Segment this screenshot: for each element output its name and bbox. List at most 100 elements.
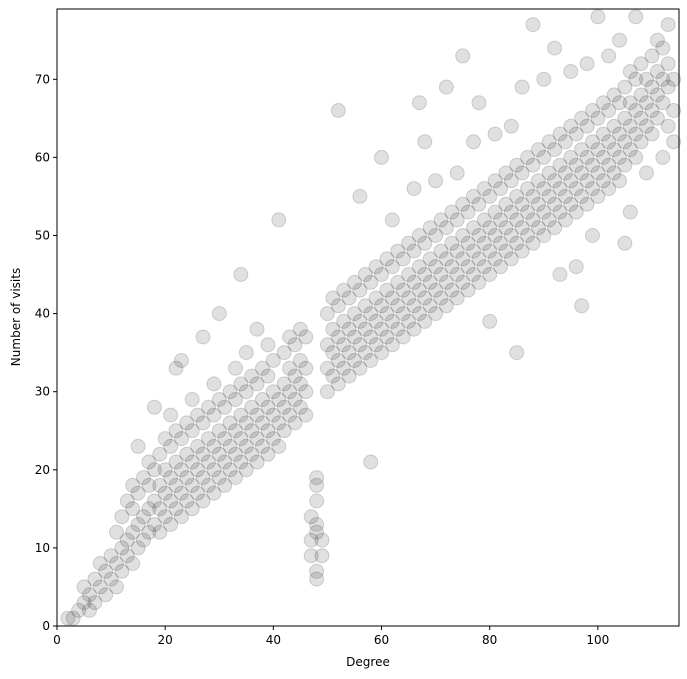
data-point: [379, 282, 395, 298]
data-point: [585, 103, 600, 118]
data-point: [98, 587, 114, 603]
data-point: [574, 188, 590, 204]
data-point: [163, 517, 179, 532]
data-point: [655, 149, 671, 165]
data-point: [276, 399, 292, 415]
data-point: [579, 196, 595, 212]
data-point: [206, 376, 222, 392]
data-point: [438, 79, 454, 95]
data-point: [482, 313, 498, 329]
data-point: [184, 423, 200, 439]
data-point: [433, 212, 449, 228]
data-point: [292, 353, 308, 368]
data-point: [298, 407, 314, 423]
data-point: [660, 118, 676, 134]
data-point: [265, 384, 281, 400]
data-point: [422, 274, 438, 290]
data-point: [612, 149, 627, 165]
data-point: [563, 149, 579, 165]
data-point: [195, 446, 211, 462]
data-point: [228, 360, 243, 376]
data-point: [498, 220, 514, 236]
data-point: [520, 228, 536, 243]
data-point: [460, 282, 476, 298]
data-point: [401, 235, 417, 251]
data-point: [666, 103, 682, 118]
data-point: [509, 235, 525, 251]
data-point: [168, 360, 184, 376]
data-point: [557, 165, 573, 181]
data-point: [228, 392, 243, 407]
data-point: [406, 298, 422, 314]
data-point: [368, 290, 384, 306]
data-point: [125, 477, 141, 493]
data-point: [601, 181, 617, 197]
data-point: [455, 274, 471, 290]
data-point: [309, 571, 325, 587]
data-point: [238, 384, 254, 400]
data-point: [476, 181, 492, 197]
data-point: [330, 353, 346, 368]
data-point: [401, 267, 417, 282]
data-point: [514, 79, 530, 95]
data-point: [244, 423, 260, 439]
data-point: [644, 103, 660, 118]
data-point: [390, 243, 406, 259]
data-point: [649, 87, 665, 103]
data-point: [136, 532, 151, 548]
x-tick-label: 20: [158, 633, 173, 647]
data-point: [541, 212, 557, 228]
data-point: [466, 267, 481, 282]
data-point: [152, 501, 168, 517]
data-point: [471, 196, 487, 212]
data-point: [449, 212, 465, 228]
data-point: [471, 95, 487, 111]
data-point: [76, 595, 92, 611]
data-point: [612, 95, 627, 111]
data-point: [639, 165, 654, 181]
data-point: [417, 134, 433, 150]
data-point: [260, 368, 276, 384]
data-point: [622, 142, 638, 158]
data-point: [287, 392, 303, 407]
data-point: [655, 95, 671, 111]
y-axis-label: Number of visits: [9, 268, 23, 366]
data-point: [536, 228, 552, 243]
data-point: [298, 360, 314, 376]
data-point: [352, 360, 368, 376]
data-point: [384, 290, 400, 306]
data-point: [438, 220, 454, 236]
data-point: [487, 251, 503, 267]
data-point: [401, 290, 417, 306]
data-point: [466, 188, 481, 204]
data-point: [276, 423, 292, 439]
data-point: [574, 165, 590, 181]
data-point: [347, 306, 362, 322]
data-point: [130, 438, 146, 454]
data-point: [417, 290, 433, 306]
data-point: [119, 548, 135, 564]
data-point: [595, 126, 611, 142]
data-point: [493, 181, 508, 197]
data-point: [487, 173, 503, 189]
data-point: [422, 251, 438, 267]
data-point: [314, 548, 330, 564]
data-point: [244, 446, 260, 462]
data-point: [173, 509, 189, 525]
data-point: [433, 290, 449, 306]
data-point: [357, 267, 373, 282]
data-point: [428, 228, 444, 243]
data-point: [406, 321, 422, 337]
data-point: [233, 454, 249, 470]
data-point: [206, 485, 222, 501]
data-point: [287, 368, 303, 384]
data-point: [622, 118, 638, 134]
data-point: [363, 329, 379, 345]
data-point: [644, 48, 660, 64]
data-point: [574, 110, 590, 126]
data-point: [374, 321, 389, 337]
data-point: [449, 165, 465, 181]
data-point: [76, 579, 92, 595]
x-tick-label: 60: [374, 633, 389, 647]
data-point: [141, 524, 157, 540]
